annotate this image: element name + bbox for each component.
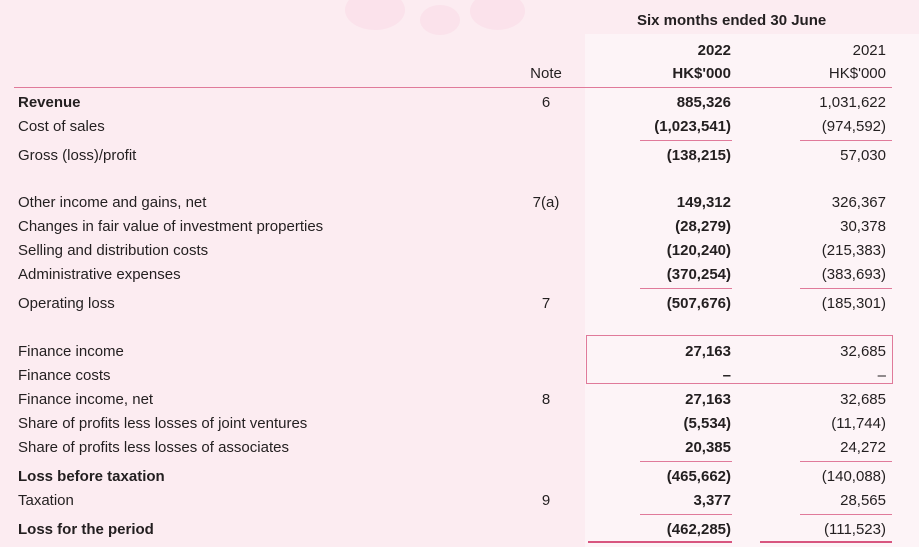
row-label-finance-income-net: Finance income, net — [18, 391, 154, 408]
subtotal-divider-2022 — [640, 140, 732, 141]
finance-highlight-box — [586, 335, 893, 384]
row-label-loss-for-period: Loss for the period — [18, 521, 154, 538]
row-value-2022: 27,163 — [685, 391, 731, 408]
row-value-2022: (120,240) — [666, 242, 731, 259]
row-value-2022: 885,326 — [676, 94, 731, 111]
total-underline-2022 — [588, 541, 732, 543]
row-value-2022: (138,215) — [666, 147, 731, 164]
row-label-admin-expenses: Administrative expenses — [18, 266, 181, 283]
row-note: 9 — [541, 492, 551, 509]
header-divider — [14, 87, 892, 88]
row-label-joint-ventures: Share of profits less losses of joint ve… — [18, 415, 308, 432]
background-decoration — [470, 0, 525, 30]
subtotal-divider-2021 — [800, 140, 892, 141]
row-value-2021: – — [877, 367, 886, 384]
row-note: 7(a) — [532, 194, 560, 211]
row-label-associates: Share of profits less losses of associat… — [18, 439, 289, 456]
note-header: Note — [530, 65, 562, 82]
row-label-gross-profit: Gross (loss)/profit — [18, 147, 137, 164]
row-value-2021: 32,685 — [840, 343, 886, 360]
row-value-2021: (974,592) — [821, 118, 886, 135]
row-value-2022: (5,534) — [683, 415, 731, 432]
row-value-2022: (462,285) — [666, 521, 731, 538]
row-value-2021: (111,523) — [824, 521, 886, 538]
row-value-2021: 57,030 — [840, 147, 886, 164]
row-value-2021: (140,088) — [821, 468, 886, 485]
row-value-2021: (383,693) — [821, 266, 886, 283]
row-value-2021: 1,031,622 — [819, 94, 886, 111]
row-value-2022: (1,023,541) — [654, 118, 731, 135]
row-label-finance-income: Finance income — [18, 343, 124, 360]
year-2021-header: 2021 — [852, 42, 886, 59]
row-value-2022: – — [722, 367, 731, 384]
row-value-2021: 28,565 — [840, 492, 886, 509]
row-note: 8 — [541, 391, 551, 408]
row-value-2021: 326,367 — [831, 194, 886, 211]
row-label-taxation: Taxation — [18, 492, 74, 509]
subtotal-divider-2022 — [640, 514, 732, 515]
subtotal-divider-2021 — [800, 514, 892, 515]
subtotal-divider-2022 — [640, 461, 732, 462]
row-value-2021: (11,744) — [831, 415, 886, 432]
unit-2021-header: HK$'000 — [828, 65, 886, 82]
row-label-operating-loss: Operating loss — [18, 295, 115, 312]
row-label-fair-value-changes: Changes in fair value of investment prop… — [18, 218, 324, 235]
total-underline-2021 — [760, 541, 892, 543]
row-value-2022: (507,676) — [666, 295, 731, 312]
row-note: 7 — [541, 295, 551, 312]
row-value-2022: (465,662) — [666, 468, 731, 485]
unit-2022-header: HK$'000 — [672, 65, 731, 82]
row-value-2021: (185,301) — [821, 295, 886, 312]
row-value-2021: 32,685 — [840, 391, 886, 408]
row-label-cost-of-sales: Cost of sales — [18, 118, 105, 135]
row-value-2021: 24,272 — [840, 439, 886, 456]
year-2022-header: 2022 — [697, 42, 731, 59]
row-value-2021: 30,378 — [840, 218, 886, 235]
row-label-finance-costs: Finance costs — [18, 367, 111, 384]
row-value-2022: (370,254) — [666, 266, 731, 283]
background-decoration — [420, 5, 460, 35]
background-decoration — [345, 0, 405, 30]
subtotal-divider-2022 — [640, 288, 732, 289]
row-value-2022: 3,377 — [693, 492, 731, 509]
row-label-loss-before-tax: Loss before taxation — [18, 468, 165, 485]
row-value-2022: (28,279) — [675, 218, 731, 235]
row-value-2021: (215,383) — [821, 242, 886, 259]
period-header: Six months ended 30 June — [637, 12, 827, 29]
row-value-2022: 20,385 — [685, 439, 731, 456]
row-note: 6 — [541, 94, 551, 111]
row-value-2022: 149,312 — [676, 194, 731, 211]
row-label-other-income: Other income and gains, net — [18, 194, 207, 211]
subtotal-divider-2021 — [800, 288, 892, 289]
row-label-selling-costs: Selling and distribution costs — [18, 242, 209, 259]
row-value-2022: 27,163 — [685, 343, 731, 360]
subtotal-divider-2021 — [800, 461, 892, 462]
row-label-revenue: Revenue — [18, 94, 81, 111]
